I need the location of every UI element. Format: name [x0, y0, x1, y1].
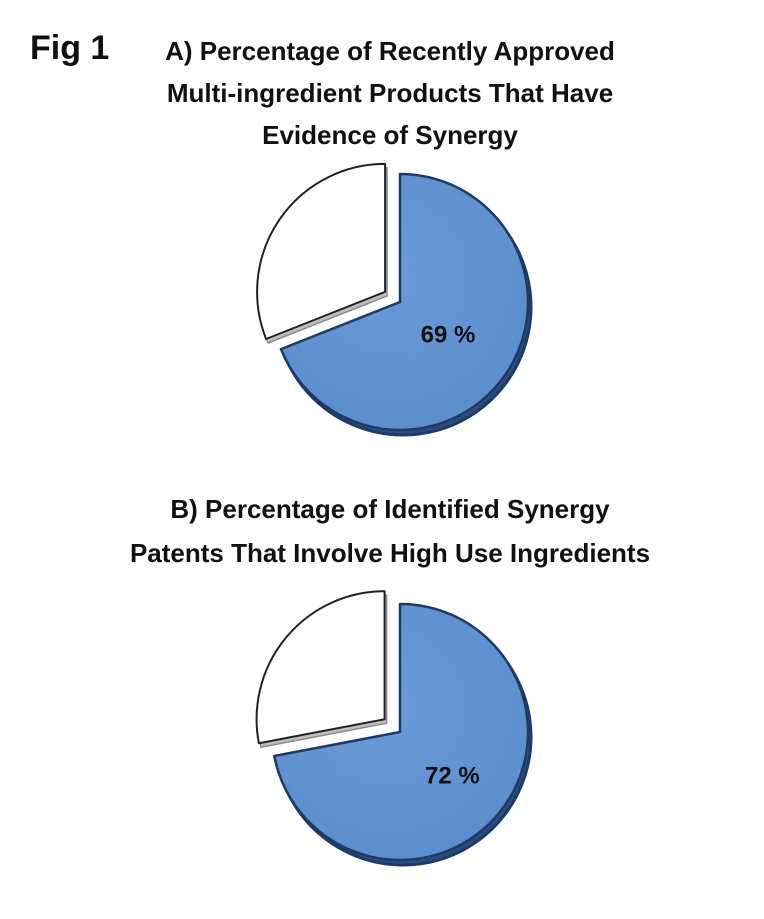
chart-b-title: B) Percentage of Identified Synergy Pate… [60, 487, 720, 575]
pie-slice-remainder [256, 162, 387, 341]
chart-b-title-line-1: B) Percentage of Identified Synergy [170, 494, 610, 524]
chart-a-title-line-1: A) Percentage of Recently Approved [165, 36, 615, 66]
chart-a-title-line-3: Evidence of Synergy [262, 120, 518, 150]
pie-slice-remainder [255, 590, 386, 745]
chart-b-title-line-2: Patents That Involve High Use Ingredient… [129, 538, 651, 568]
chart-a-title: A) Percentage of Recently Approved Multi… [120, 30, 660, 156]
pie-chart-a: 69 % [256, 162, 533, 437]
pie-data-label: 69 % [421, 322, 476, 349]
pie-slice-main [273, 602, 530, 862]
pie-slice-main [279, 172, 530, 432]
chart-a-title-line-2: Multi-ingredient Products That Have [166, 78, 614, 108]
pie-chart-b: 72 % [255, 590, 533, 867]
pie-data-label: 72 % [425, 762, 480, 789]
figure-label: Fig 1 [30, 29, 110, 67]
